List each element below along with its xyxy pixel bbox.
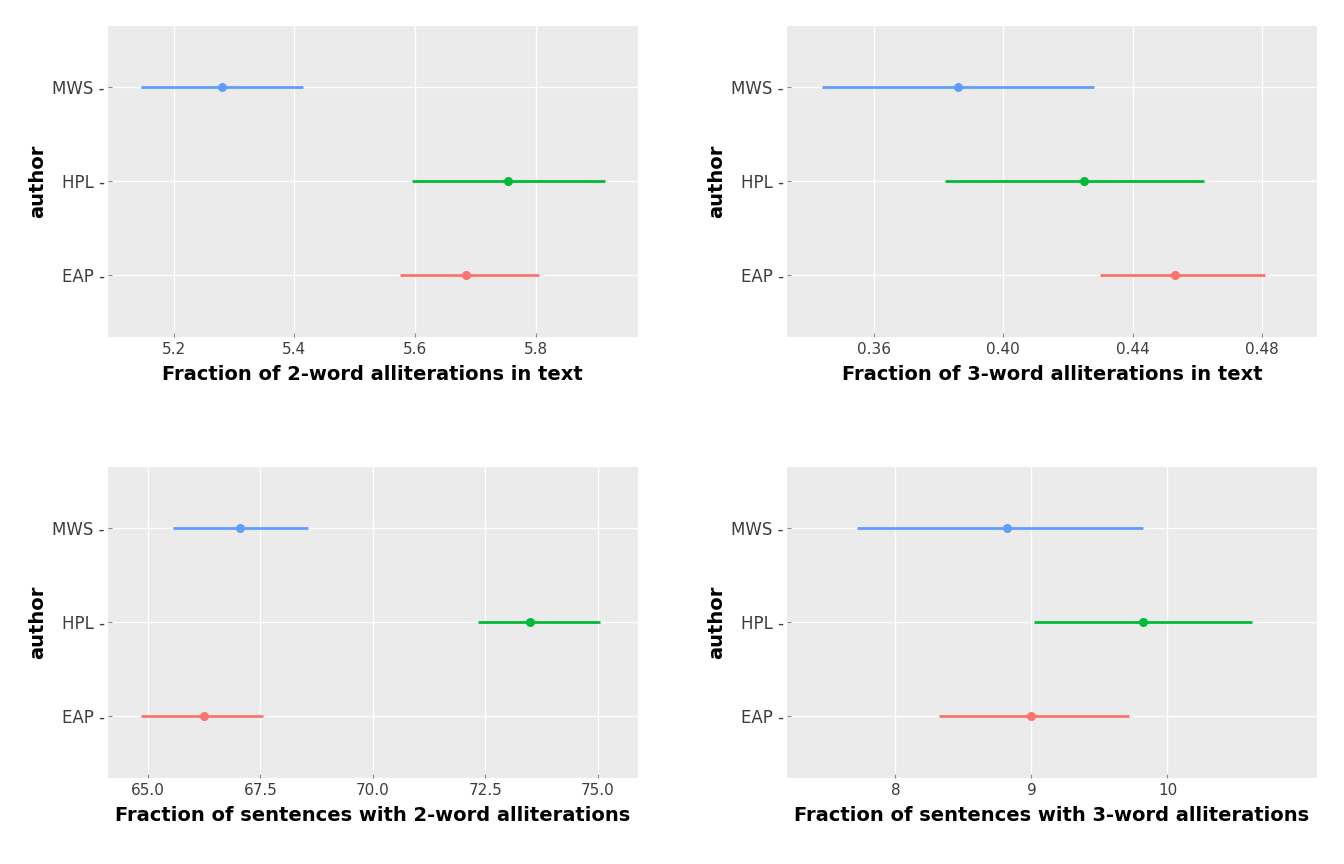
X-axis label: Fraction of 3-word alliterations in text: Fraction of 3-word alliterations in text xyxy=(841,365,1262,384)
X-axis label: Fraction of sentences with 3-word alliterations: Fraction of sentences with 3-word allite… xyxy=(794,806,1309,825)
Y-axis label: author: author xyxy=(28,144,47,218)
Y-axis label: author: author xyxy=(28,586,47,659)
X-axis label: Fraction of sentences with 2-word alliterations: Fraction of sentences with 2-word allite… xyxy=(116,806,630,825)
Y-axis label: author: author xyxy=(707,144,726,218)
X-axis label: Fraction of 2-word alliterations in text: Fraction of 2-word alliterations in text xyxy=(163,365,583,384)
Y-axis label: author: author xyxy=(707,586,726,659)
